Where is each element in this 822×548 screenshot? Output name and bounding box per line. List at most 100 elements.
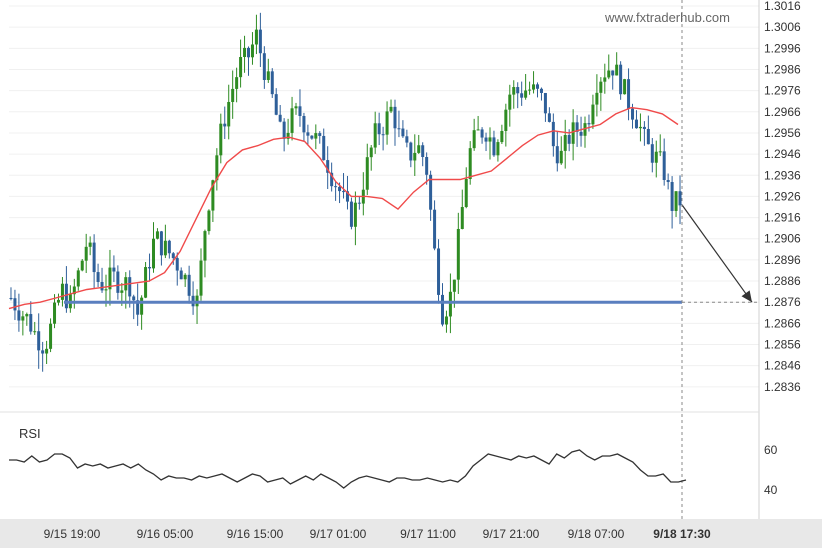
candle-body: [183, 274, 187, 280]
candle-body: [642, 126, 646, 129]
candle-body: [397, 128, 401, 130]
candle-body: [247, 47, 251, 58]
y-tick-label: 1.2996: [764, 41, 801, 55]
y-tick-label: 1.2956: [764, 126, 801, 140]
candle-body: [159, 231, 163, 256]
candle-body: [603, 77, 607, 82]
candle-body: [409, 142, 413, 161]
candle-body: [480, 129, 484, 138]
candle-body: [282, 121, 286, 139]
candle-body: [132, 296, 136, 301]
candle-body: [104, 289, 108, 291]
candle-body: [41, 350, 45, 354]
x-tick-label: 9/17 11:00: [400, 527, 456, 541]
y-tick-label: 1.2866: [764, 316, 801, 330]
candle-body: [37, 331, 41, 351]
y-tick-label: 1.3006: [764, 20, 801, 34]
y-tick-label: 1.2846: [764, 359, 801, 373]
candle-body: [21, 316, 25, 321]
candlestick-series: [9, 12, 682, 372]
candle-body: [298, 106, 302, 116]
candle-body: [163, 240, 167, 256]
y-tick-label: 1.2976: [764, 84, 801, 98]
candle-body: [468, 148, 472, 180]
candle-body: [627, 79, 631, 109]
candle-body: [270, 71, 274, 95]
candle-body: [464, 179, 468, 208]
candle-body: [262, 53, 266, 80]
candle-body: [563, 135, 567, 151]
candle-body: [211, 180, 215, 211]
x-current-label: 9/18 17:30: [653, 527, 711, 541]
candle-body: [524, 90, 528, 98]
candle-body: [377, 123, 381, 135]
candle-body: [258, 29, 262, 54]
y-tick-label: 1.2856: [764, 338, 801, 352]
candle-body: [472, 130, 476, 149]
candle-body: [88, 242, 92, 247]
candle-body: [49, 323, 53, 349]
candle-body: [56, 299, 60, 303]
candle-body: [528, 89, 532, 91]
rsi-label: RSI: [19, 426, 41, 441]
x-tick-label: 9/18 07:00: [568, 527, 625, 541]
candle-body: [425, 157, 429, 175]
candle-body: [33, 331, 37, 333]
candle-body: [310, 135, 314, 139]
candle-body: [128, 277, 132, 297]
candle-body: [555, 146, 559, 164]
candle-body: [155, 231, 159, 239]
candle-body: [199, 260, 203, 296]
candle-body: [179, 270, 183, 280]
candle-body: [167, 240, 171, 254]
candle-body: [631, 108, 635, 120]
candle-body: [433, 209, 437, 249]
candle-body: [365, 157, 369, 190]
candle-body: [120, 290, 124, 293]
candle-body: [108, 267, 112, 290]
y-tick-label: 1.2906: [764, 232, 801, 246]
candle-body: [389, 106, 393, 112]
candle-body: [136, 300, 140, 315]
candle-body: [345, 191, 349, 202]
candle-body: [516, 87, 520, 94]
y-tick-label: 1.2886: [764, 274, 801, 288]
grid-lines: [0, 0, 760, 519]
candle-body: [381, 134, 385, 136]
y-tick-label: 1.2876: [764, 295, 801, 309]
candle-body: [13, 298, 17, 311]
x-tick-label: 9/16 05:00: [137, 527, 194, 541]
candle-body: [53, 302, 57, 324]
candle-body: [151, 238, 156, 269]
x-tick-label: 9/17 01:00: [310, 527, 367, 541]
candle-body: [17, 310, 21, 321]
candle-body: [148, 267, 152, 269]
candle-body: [595, 92, 599, 105]
candle-body: [266, 71, 270, 80]
candle-body: [294, 106, 298, 109]
candle-body: [421, 145, 425, 158]
candle-body: [144, 267, 148, 298]
candle-body: [80, 260, 84, 271]
y-tick-label: 1.2966: [764, 105, 801, 119]
candle-body: [678, 191, 682, 206]
candle-body: [520, 93, 524, 98]
candle-body: [203, 231, 207, 261]
candle-body: [666, 179, 670, 183]
candle-body: [76, 270, 80, 287]
candle-body: [45, 348, 49, 354]
candle-body: [215, 155, 219, 181]
candle-body: [72, 286, 76, 295]
candle-body: [547, 113, 551, 122]
rsi-line: [9, 449, 687, 489]
y-tick-label: 1.3016: [764, 0, 801, 13]
candle-body: [171, 253, 175, 259]
candle-body: [60, 283, 64, 300]
candle-body: [235, 77, 239, 89]
candle-body: [100, 281, 104, 291]
candle-body: [385, 111, 389, 135]
projection-arrow-line: [681, 204, 753, 303]
candle-body: [646, 128, 650, 145]
candle-body: [460, 207, 464, 229]
